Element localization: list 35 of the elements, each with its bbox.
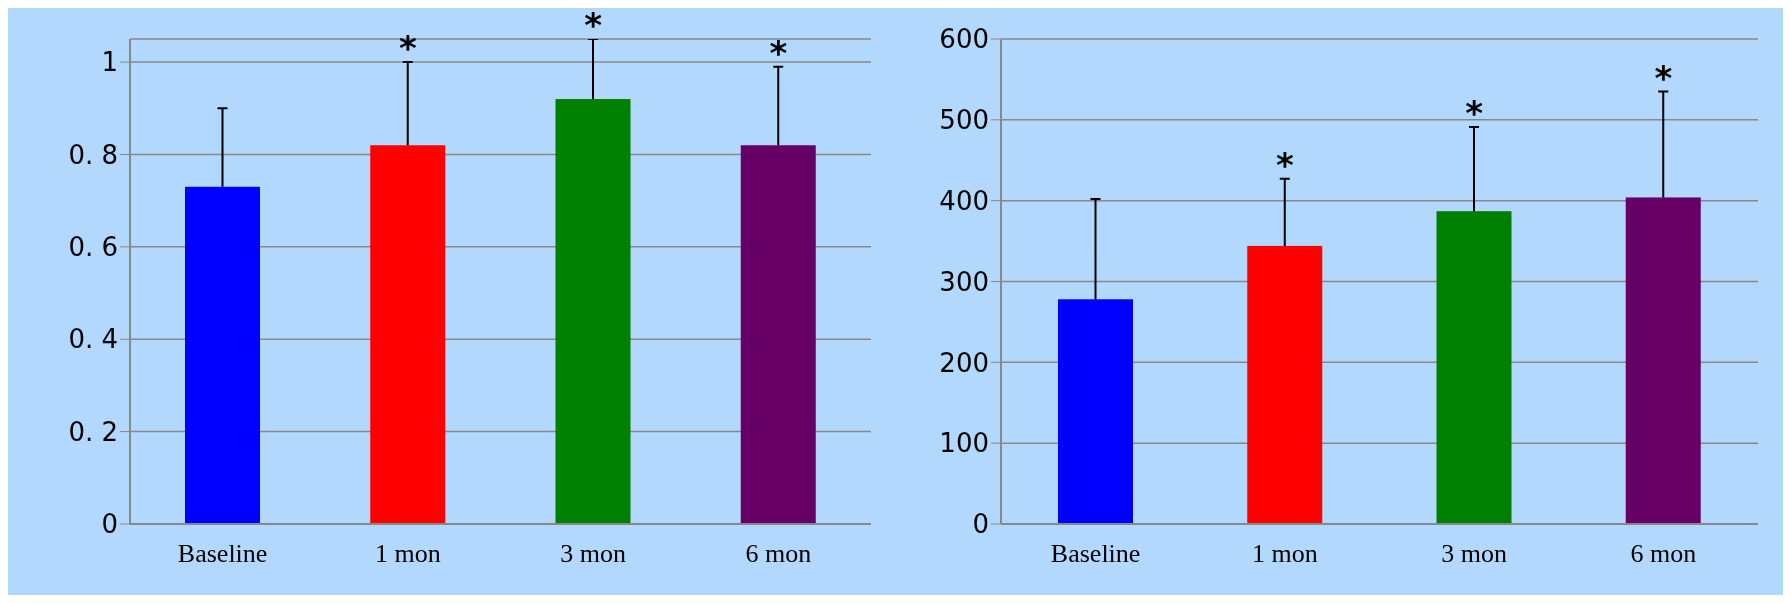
annotation: * [584,5,603,45]
y-tick-label: 0. 2 [68,416,118,447]
y-tick-label: 300 [939,266,989,297]
x-tick-label: 6 mon [745,539,812,569]
bar [740,145,816,524]
y-tick-label: 1 [101,47,118,78]
y-tick-label: 600 [939,24,989,55]
x-tick-label: 3 mon [1441,539,1507,569]
x-tick-label: 6 mon [1630,539,1697,569]
x-tick-label: 1 mon [375,539,441,569]
x-tick-label: 1 mon [1252,539,1318,569]
annotation: * [1654,57,1673,98]
x-tick-label: Baseline [177,539,268,569]
bar [1247,245,1323,524]
bar [1625,197,1701,524]
x-tick-label: Baseline [1050,539,1141,569]
y-tick-label: 100 [939,428,989,459]
annotation: * [1275,144,1294,185]
annotation: * [398,28,417,69]
y-tick-label: 0. 8 [68,139,118,170]
y-tick-label: 500 [939,105,989,136]
bar [1058,299,1133,524]
annotation: * [1465,93,1484,134]
y-tick-label: 400 [939,185,989,216]
annotation: * [769,32,788,73]
bar [555,99,631,524]
y-tick-label: 0 [972,509,989,540]
y-tick-label: 0. 4 [68,324,118,355]
bar [185,186,260,524]
x-tick-label: 3 mon [560,539,626,569]
bar [370,145,446,524]
y-tick-label: 0 [101,509,118,540]
bar [1436,211,1512,524]
y-tick-label: 200 [939,347,989,378]
y-tick-label: 0. 6 [68,232,118,263]
